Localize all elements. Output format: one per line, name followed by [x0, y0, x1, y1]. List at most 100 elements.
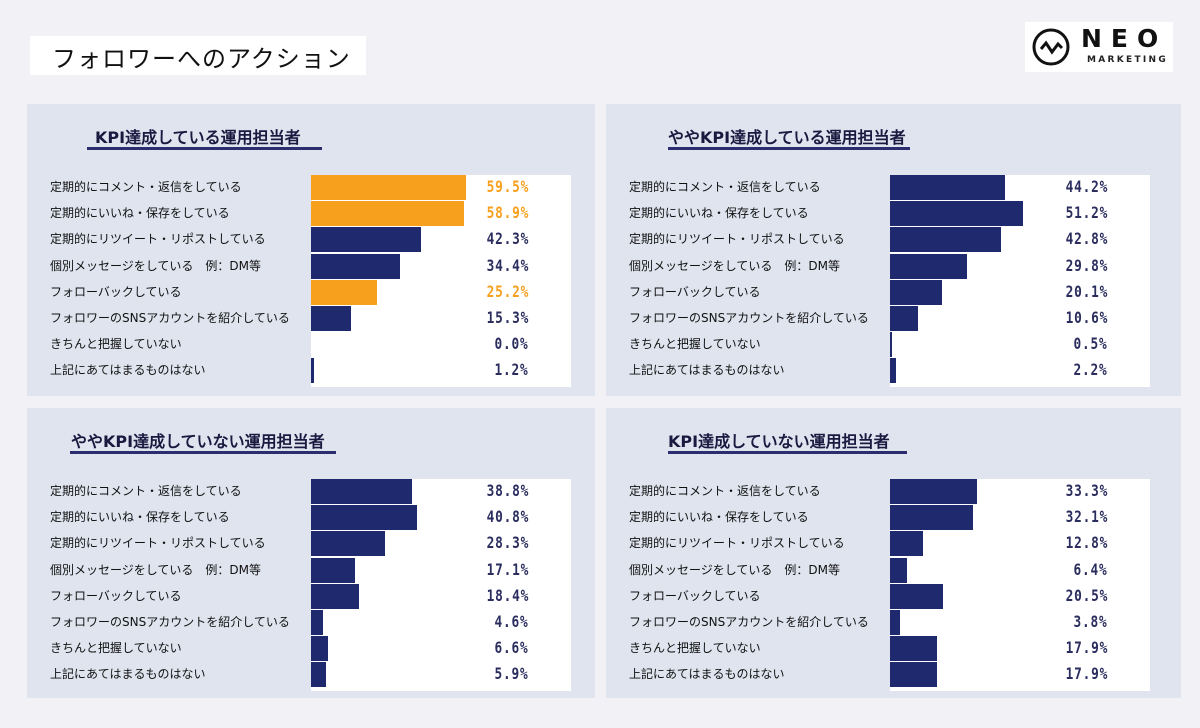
category-label: きちんと把握していない	[629, 337, 761, 352]
category-label: 定期的にコメント・返信をしている	[629, 484, 821, 498]
title-underline	[70, 451, 336, 454]
data-label: 25.2%	[486, 281, 529, 301]
plot-area: 59.5% 58.9% 42.3% 34.4% 25.2% 15.3% 0.0% 1.2%	[311, 175, 571, 387]
bar	[311, 479, 412, 504]
data-label: 44.2%	[1065, 177, 1108, 196]
title-underline	[87, 147, 322, 150]
data-label: 3.8%	[1073, 612, 1108, 631]
data-label: 59.5%	[486, 177, 529, 196]
bar	[890, 227, 1002, 253]
logo-sub: MARKETING	[1087, 55, 1169, 65]
category-label: フォロワーのSNSアカウントを紹介している	[50, 615, 290, 629]
bar	[311, 583, 359, 609]
category-label: フォローバックしている	[50, 588, 182, 603]
page-title: フォロワーへのアクション	[30, 36, 366, 75]
bar	[311, 175, 466, 200]
data-label: 0.5%	[1073, 334, 1108, 354]
title-underline	[668, 147, 910, 150]
data-label: 40.8%	[486, 507, 529, 527]
panel-kpi-achieved: KPI達成している運用担当者 59.5% 58.9% 42.3% 34.4% 25.2% 1…	[27, 104, 595, 396]
plot-area: 38.8% 40.8% 28.3% 17.1% 18.4% 4.6% 6.6% 5.9%	[311, 479, 571, 691]
data-label: 6.4%	[1073, 559, 1108, 579]
category-label: 個別メッセージをしている 例：DM等	[50, 258, 261, 273]
data-label: 6.6%	[494, 638, 529, 658]
panel-kpi-somewhat-achieved: ややKPI達成している運用担当者 44.2% 51.2% 42.8% 29.8% 20.1…	[606, 104, 1181, 396]
bar	[890, 201, 1024, 227]
data-label: 17.9%	[1065, 664, 1108, 684]
category-label: フォロワーのSNSアカウントを紹介している	[629, 615, 869, 629]
category-label: 定期的にコメント・返信をしている	[50, 484, 242, 498]
category-label: 上記にあてはまるものはない	[50, 667, 206, 682]
category-label: 定期的にいいね・保存をしている	[629, 206, 809, 221]
data-label: 12.8%	[1065, 533, 1108, 553]
bar	[890, 583, 944, 609]
data-label: 58.9%	[486, 203, 529, 223]
bar	[311, 201, 465, 227]
category-label: 定期的にリツイート・リポストしている	[629, 536, 845, 551]
data-label: 4.6%	[494, 612, 529, 631]
data-label: 17.9%	[1065, 638, 1108, 658]
bar	[311, 227, 421, 253]
data-label: 15.3%	[486, 308, 529, 327]
data-label: 42.3%	[486, 229, 529, 249]
category-label: 上記にあてはまるものはない	[629, 363, 785, 378]
category-label: フォローバックしている	[50, 284, 182, 299]
bar	[890, 332, 892, 358]
bar	[890, 175, 1005, 200]
data-label: 51.2%	[1065, 203, 1108, 223]
panel-kpi-somewhat-not-achieved: ややKPI達成していない運用担当者 38.8% 40.8% 28.3% 17.1% 18.…	[27, 408, 595, 698]
bar	[311, 557, 356, 583]
data-label: 42.8%	[1065, 229, 1108, 249]
category-label: 個別メッセージをしている 例：DM等	[50, 562, 261, 577]
category-label: 定期的にコメント・返信をしている	[50, 180, 242, 194]
neo-marketing-logo: NEO MARKETING	[1025, 22, 1173, 72]
bar	[890, 279, 943, 305]
chart-title: ややKPI達成していない運用担当者	[71, 432, 325, 451]
bar	[311, 531, 385, 557]
data-label: 29.8%	[1065, 255, 1108, 275]
logo-name: NEO	[1081, 24, 1168, 53]
category-label: 定期的にいいね・保存をしている	[629, 510, 809, 525]
data-label: 33.3%	[1065, 481, 1108, 500]
category-label: 上記にあてはまるものはない	[629, 667, 785, 682]
bar	[890, 557, 907, 583]
data-label: 18.4%	[486, 585, 529, 605]
bar	[311, 610, 323, 635]
data-label: 0.0%	[494, 334, 529, 354]
category-label: 定期的にコメント・返信をしている	[629, 180, 821, 194]
bar	[890, 610, 900, 635]
data-label: 20.1%	[1065, 281, 1108, 301]
category-label: フォロワーのSNSアカウントを紹介している	[50, 311, 290, 325]
category-label: フォローバックしている	[629, 588, 761, 603]
bar	[311, 662, 327, 688]
plot-area: 33.3% 32.1% 12.8% 6.4% 20.5% 3.8% 17.9% 17.9%	[890, 479, 1150, 691]
category-label: フォロワーのSNSアカウントを紹介している	[629, 311, 869, 325]
bar	[890, 358, 896, 384]
data-label: 10.6%	[1065, 308, 1108, 327]
data-label: 38.8%	[486, 481, 529, 500]
data-label: 1.2%	[494, 360, 529, 380]
category-label: フォローバックしている	[629, 284, 761, 299]
data-label: 28.3%	[486, 533, 529, 553]
plot-area: 44.2% 51.2% 42.8% 29.8% 20.1% 10.6% 0.5% 2.2%	[890, 175, 1150, 387]
category-label: 上記にあてはまるものはない	[50, 363, 206, 378]
category-label: 個別メッセージをしている 例：DM等	[629, 562, 840, 577]
data-label: 5.9%	[494, 664, 529, 684]
title-underline	[668, 451, 907, 454]
bar	[311, 636, 329, 662]
category-label: きちんと把握していない	[50, 641, 182, 656]
category-label: 定期的にいいね・保存をしている	[50, 206, 230, 221]
bar	[890, 662, 937, 688]
category-label: きちんと把握していない	[629, 641, 761, 656]
bar	[311, 505, 418, 531]
data-label: 17.1%	[486, 559, 529, 579]
category-label: 個別メッセージをしている 例：DM等	[629, 258, 840, 273]
data-label: 20.5%	[1065, 585, 1108, 605]
bar	[890, 479, 977, 504]
chart-title: KPI達成していない運用担当者	[668, 432, 890, 451]
bar	[890, 306, 918, 331]
bar	[890, 531, 924, 557]
panel-kpi-not-achieved: KPI達成していない運用担当者 33.3% 32.1% 12.8% 6.4% 20.5% 3…	[606, 408, 1181, 698]
bar	[890, 253, 968, 279]
data-label: 2.2%	[1073, 360, 1108, 380]
